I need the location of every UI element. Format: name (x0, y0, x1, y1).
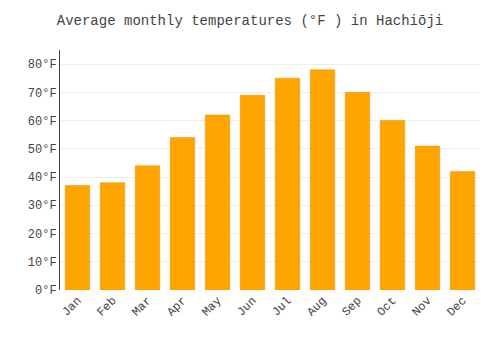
svg-text:Dec: Dec (444, 294, 469, 319)
svg-text:Aug: Aug (304, 294, 329, 319)
svg-text:Sep: Sep (339, 294, 364, 319)
svg-text:80°F: 80°F (28, 58, 57, 72)
svg-text:Feb: Feb (94, 294, 119, 319)
svg-text:Apr: Apr (164, 294, 189, 319)
svg-text:20°F: 20°F (28, 228, 57, 242)
svg-text:Jun: Jun (234, 294, 259, 319)
svg-text:10°F: 10°F (28, 256, 57, 270)
svg-text:50°F: 50°F (28, 143, 57, 157)
svg-text:Jan: Jan (59, 294, 84, 319)
svg-text:30°F: 30°F (28, 199, 57, 213)
svg-text:0°F: 0°F (35, 284, 57, 298)
svg-text:Jul: Jul (269, 294, 294, 319)
svg-text:Oct: Oct (374, 294, 399, 319)
svg-text:Mar: Mar (129, 294, 154, 319)
svg-text:70°F: 70°F (28, 87, 57, 101)
svg-text:Average monthly temperatures (: Average monthly temperatures (°F ) in Ha… (57, 13, 443, 29)
svg-text:Nov: Nov (409, 294, 434, 319)
svg-text:40°F: 40°F (28, 171, 57, 185)
svg-text:60°F: 60°F (28, 115, 57, 129)
svg-text:May: May (199, 294, 224, 319)
